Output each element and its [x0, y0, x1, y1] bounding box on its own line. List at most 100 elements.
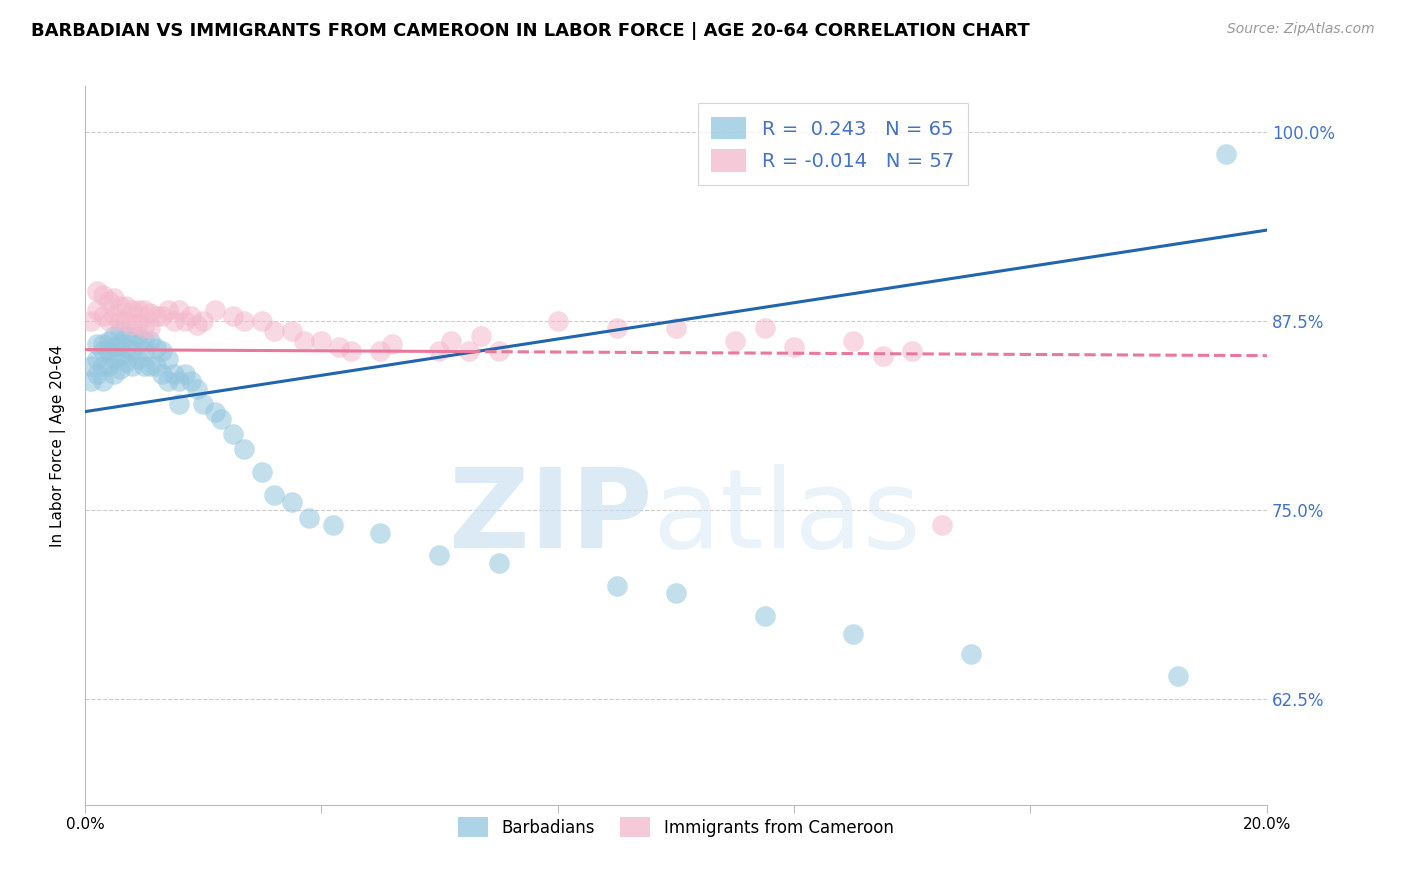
Point — [86, 284, 108, 298]
Point — [162, 314, 184, 328]
Point — [80, 314, 103, 328]
Point — [80, 359, 103, 374]
Point — [204, 303, 226, 318]
Point — [547, 314, 569, 328]
Point — [97, 334, 120, 348]
Point — [139, 306, 162, 320]
Text: 20.0%: 20.0% — [1243, 817, 1291, 832]
Point — [110, 362, 132, 376]
Point — [139, 321, 162, 335]
Point — [132, 344, 155, 359]
Point — [115, 329, 138, 343]
Point — [110, 325, 132, 339]
Text: ZIP: ZIP — [449, 464, 652, 571]
Point — [328, 340, 350, 354]
Point — [221, 310, 243, 324]
Point — [872, 349, 894, 363]
Point — [233, 314, 256, 328]
Point — [132, 321, 155, 335]
Point — [156, 375, 179, 389]
Point — [488, 344, 510, 359]
Point — [250, 314, 273, 328]
Point — [132, 303, 155, 318]
Point — [754, 321, 776, 335]
Point — [842, 334, 865, 348]
Point — [174, 367, 197, 381]
Point — [132, 334, 155, 348]
Point — [86, 367, 108, 381]
Point — [115, 341, 138, 355]
Point — [97, 294, 120, 309]
Point — [263, 325, 285, 339]
Point — [139, 359, 162, 374]
Point — [91, 359, 114, 374]
Point — [150, 310, 173, 324]
Text: 0.0%: 0.0% — [66, 817, 104, 832]
Point — [281, 325, 304, 339]
Point — [250, 465, 273, 479]
Point — [156, 303, 179, 318]
Point — [162, 367, 184, 381]
Point — [145, 359, 167, 374]
Point — [1215, 147, 1237, 161]
Point — [103, 351, 125, 366]
Point — [470, 329, 492, 343]
Point — [97, 359, 120, 374]
Point — [86, 336, 108, 351]
Point — [91, 288, 114, 302]
Point — [91, 310, 114, 324]
Point — [381, 336, 404, 351]
Text: atlas: atlas — [652, 464, 921, 571]
Y-axis label: In Labor Force | Age 20-64: In Labor Force | Age 20-64 — [51, 344, 66, 547]
Point — [115, 299, 138, 313]
Point — [180, 310, 202, 324]
Point — [606, 579, 628, 593]
Point — [311, 334, 333, 348]
Point — [110, 349, 132, 363]
Point — [724, 334, 747, 348]
Text: BARBADIAN VS IMMIGRANTS FROM CAMEROON IN LABOR FORCE | AGE 20-64 CORRELATION CHA: BARBADIAN VS IMMIGRANTS FROM CAMEROON IN… — [31, 22, 1029, 40]
Point — [86, 303, 108, 318]
Point — [91, 375, 114, 389]
Point — [115, 355, 138, 369]
Text: Source: ZipAtlas.com: Source: ZipAtlas.com — [1227, 22, 1375, 37]
Point — [121, 344, 143, 359]
Point — [931, 518, 953, 533]
Point — [121, 303, 143, 318]
Point — [191, 314, 214, 328]
Point — [204, 404, 226, 418]
Point — [488, 556, 510, 570]
Point — [110, 314, 132, 328]
Point — [665, 321, 688, 335]
Point — [233, 442, 256, 457]
Point — [960, 647, 983, 661]
Point — [127, 317, 149, 331]
Point — [754, 608, 776, 623]
Point — [103, 329, 125, 343]
Point — [340, 344, 363, 359]
Point — [80, 375, 103, 389]
Point — [429, 344, 451, 359]
Point — [1167, 669, 1189, 683]
Point — [901, 344, 924, 359]
Point — [145, 341, 167, 355]
Point — [429, 549, 451, 563]
Point — [263, 488, 285, 502]
Point — [281, 495, 304, 509]
Point — [150, 367, 173, 381]
Point — [127, 351, 149, 366]
Point — [665, 586, 688, 600]
Point — [221, 427, 243, 442]
Point — [174, 314, 197, 328]
Point — [110, 336, 132, 351]
Point — [842, 627, 865, 641]
Point — [180, 375, 202, 389]
Point — [110, 299, 132, 313]
Point — [322, 518, 344, 533]
Point — [127, 303, 149, 318]
Point — [292, 334, 315, 348]
Point — [139, 334, 162, 348]
Point — [370, 525, 392, 540]
Point — [156, 351, 179, 366]
Point — [132, 359, 155, 374]
